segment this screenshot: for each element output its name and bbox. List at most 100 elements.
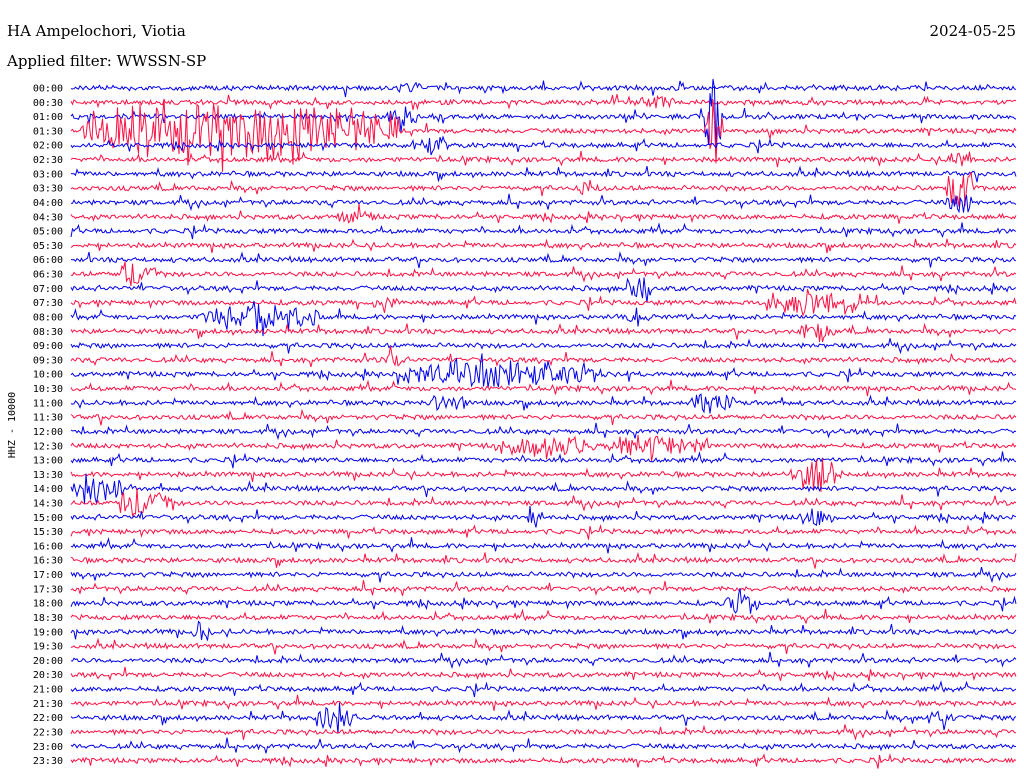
- row-time-label: 12:00: [33, 427, 63, 438]
- station-title: HA Ampelochori, Viotia: [7, 22, 186, 40]
- row-time-label: 16:30: [33, 556, 63, 567]
- row-time-label: 18:30: [33, 613, 63, 624]
- trace-row: [70, 346, 1017, 368]
- trace-row: [70, 393, 1017, 414]
- trace-row: [70, 524, 1017, 540]
- trace-row: [70, 288, 1017, 317]
- trace-row: [70, 94, 1017, 111]
- row-time-label: 03:30: [33, 184, 63, 195]
- row-time-label: 02:00: [33, 141, 63, 152]
- seismic-traces: [70, 78, 1017, 769]
- trace-row: [70, 588, 1017, 614]
- trace-row: [70, 277, 1017, 303]
- row-time-label: 21:00: [33, 685, 63, 696]
- trace-row: [70, 580, 1017, 596]
- row-time-label: 19:00: [33, 627, 63, 638]
- row-time-label: 22:30: [33, 727, 63, 738]
- row-time-label: 16:00: [33, 541, 63, 552]
- trace-row: [70, 300, 1017, 337]
- row-time-label: 02:30: [33, 155, 63, 166]
- row-time-label: 00:30: [33, 98, 63, 109]
- row-time-label: 07:00: [33, 284, 63, 295]
- trace-row: [70, 702, 1017, 734]
- row-time-label: 00:00: [33, 84, 63, 95]
- trace-row: [70, 238, 1017, 254]
- row-time-label: 09:00: [33, 341, 63, 352]
- trace-row: [70, 203, 1017, 224]
- row-time-label: 20:00: [33, 656, 63, 667]
- trace-row: [70, 135, 1017, 156]
- trace-row: [70, 322, 1016, 343]
- row-time-label: 23:00: [33, 742, 63, 753]
- trace-row: [70, 451, 1017, 469]
- row-time-label: 08:00: [33, 312, 63, 323]
- row-time-label: 15:00: [33, 513, 63, 524]
- row-time-label: 13:00: [33, 456, 63, 467]
- trace-row: [70, 222, 1017, 240]
- row-time-label: 01:30: [33, 126, 63, 137]
- trace-row: [70, 637, 1017, 655]
- row-time-label: 11:30: [33, 413, 63, 424]
- row-time-label: 05:30: [33, 241, 63, 252]
- trace-row: [70, 566, 1017, 584]
- row-time-label: 06:00: [33, 255, 63, 266]
- trace-row: [70, 620, 1017, 641]
- row-time-label: 13:30: [33, 470, 63, 481]
- row-time-label: 04:30: [33, 212, 63, 223]
- trace-row: [70, 422, 1017, 441]
- row-time-label: 05:00: [33, 227, 63, 238]
- row-time-label: 10:30: [33, 384, 63, 395]
- row-time-label: 03:00: [33, 169, 63, 180]
- trace-row: [70, 251, 1017, 269]
- trace-row: [70, 434, 1017, 462]
- row-time-label: 18:00: [33, 599, 63, 610]
- trace-row: [70, 724, 1016, 741]
- trace-row: [70, 536, 1017, 554]
- trace-row: [70, 78, 1017, 153]
- trace-row: [70, 488, 1017, 518]
- row-time-label: 01:00: [33, 112, 63, 123]
- trace-row: [70, 261, 1017, 287]
- row-time-label: 19:30: [33, 642, 63, 653]
- trace-row: [70, 193, 1017, 214]
- trace-row: [70, 608, 1017, 625]
- trace-row: [70, 651, 1017, 670]
- row-time-label: 08:30: [33, 327, 63, 338]
- trace-row: [70, 505, 1017, 528]
- trace-row: [70, 694, 1017, 711]
- trace-row: [70, 353, 1017, 389]
- date-label: 2024-05-25: [930, 22, 1016, 40]
- trace-row: [70, 338, 1017, 355]
- trace-row: [70, 80, 1017, 98]
- trace-row: [70, 150, 1017, 168]
- trace-row: [70, 458, 1017, 492]
- row-time-label: 17:00: [33, 570, 63, 581]
- row-time-label: 12:30: [33, 441, 63, 452]
- trace-row: [70, 473, 1017, 504]
- trace-row: [70, 165, 1017, 183]
- row-time-label: 22:00: [33, 713, 63, 724]
- row-time-label: 14:00: [33, 484, 63, 495]
- trace-row: [70, 666, 1017, 682]
- row-time-label: 14:30: [33, 498, 63, 509]
- trace-row: [70, 737, 1017, 754]
- row-time-label: 11:00: [33, 398, 63, 409]
- row-time-label: 20:30: [33, 670, 63, 681]
- trace-row: [70, 98, 1017, 172]
- filter-label: Applied filter: WWSSN-SP: [6, 52, 206, 70]
- row-time-label: 10:00: [33, 370, 63, 381]
- row-time-label: 04:00: [33, 198, 63, 209]
- trace-row: [70, 408, 1017, 426]
- trace-row: [70, 379, 1017, 397]
- row-time-label: 23:30: [33, 756, 63, 767]
- row-labels: 00:00 00:30 01:00 01:30 02:00 02:30 03:00 03:30…: [33, 84, 63, 768]
- trace-row: [70, 551, 1017, 569]
- trace-row: [70, 171, 1017, 207]
- row-time-label: 07:30: [33, 298, 63, 309]
- trace-row: [70, 753, 1017, 769]
- row-time-label: 09:30: [33, 355, 63, 366]
- row-time-label: 17:30: [33, 584, 63, 595]
- row-time-label: 06:30: [33, 270, 63, 281]
- row-time-label: 15:30: [33, 527, 63, 538]
